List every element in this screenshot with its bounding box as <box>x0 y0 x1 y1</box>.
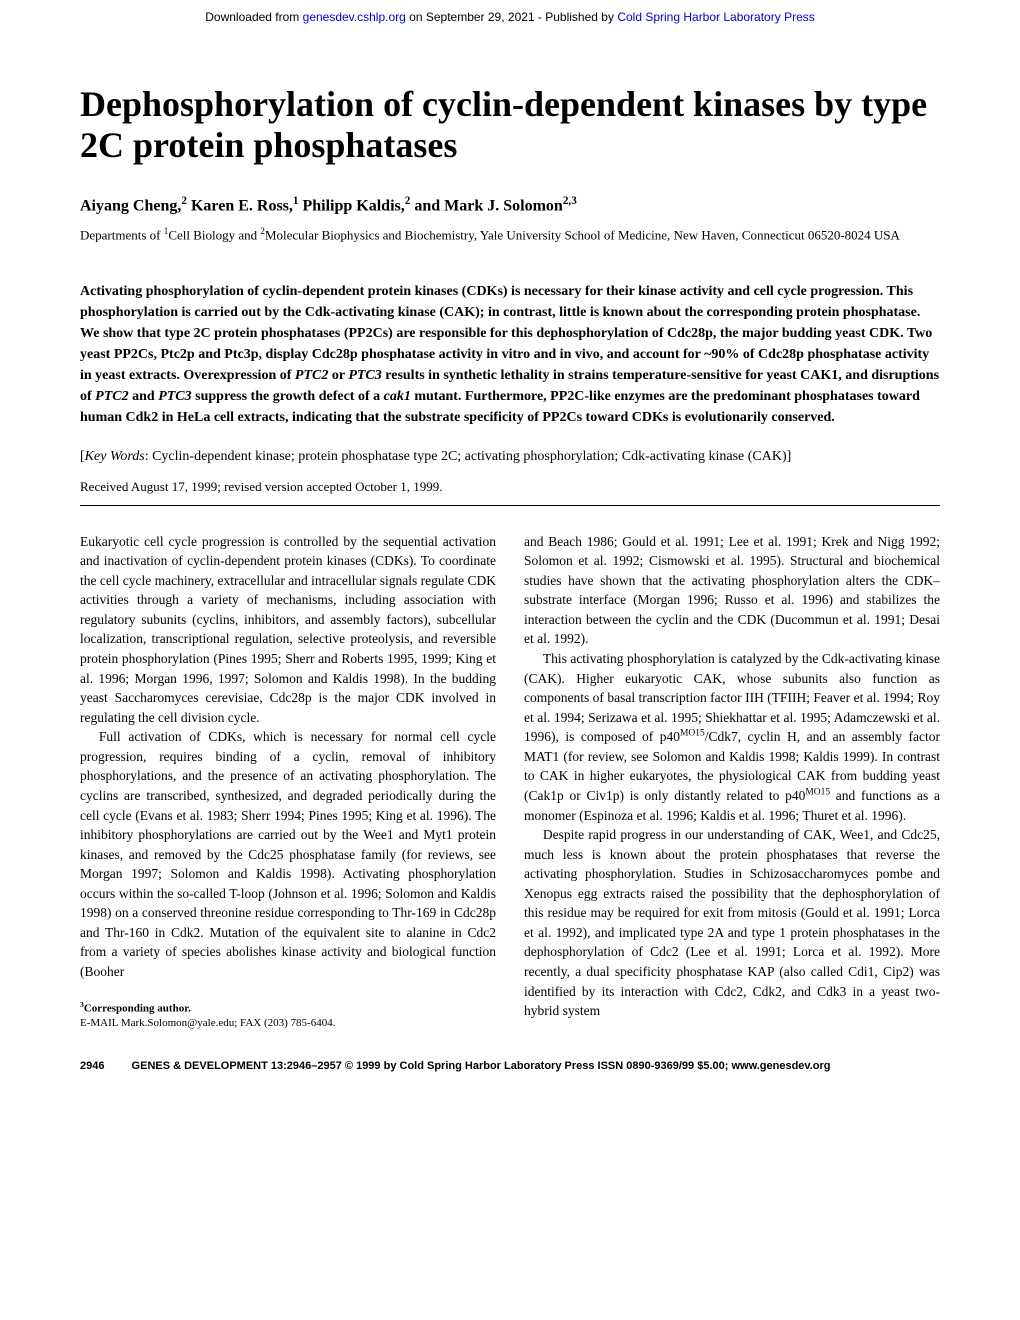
banner-link-cshlp[interactable]: Cold Spring Harbor Laboratory Press <box>617 10 814 24</box>
body-paragraph: This activating phosphorylation is catal… <box>524 649 940 825</box>
keywords-text: : Cyclin-dependent kinase; protein phosp… <box>145 449 792 464</box>
body-paragraph: Full activation of CDKs, which is necess… <box>80 727 496 981</box>
affiliations: Departments of 1Cell Biology and 2Molecu… <box>80 225 940 245</box>
page-number: 2946 <box>80 1060 104 1072</box>
banner-link-genesdev[interactable]: genesdev.cshlp.org <box>303 10 406 24</box>
footer-text: GENES & DEVELOPMENT 13:2946–2957 © 1999 … <box>132 1060 831 1072</box>
keywords-label: Key Words <box>85 449 145 464</box>
corresponding-label: Corresponding author. <box>84 1002 191 1014</box>
body-text: Eukaryotic cell cycle progression is con… <box>80 532 940 1030</box>
divider <box>80 505 940 506</box>
page-footer: 2946 GENES & DEVELOPMENT 13:2946–2957 © … <box>80 1030 940 1092</box>
body-paragraph: Eukaryotic cell cycle progression is con… <box>80 532 496 728</box>
download-banner: Downloaded from genesdev.cshlp.org on Se… <box>80 0 940 54</box>
corresponding-author: 3Corresponding author. E-MAIL Mark.Solom… <box>80 1000 496 1030</box>
abstract: Activating phosphorylation of cyclin-dep… <box>80 281 940 428</box>
paper-title: Dephosphorylation of cyclin-dependent ki… <box>80 84 940 167</box>
body-paragraph: Despite rapid progress in our understand… <box>524 825 940 1021</box>
authors: Aiyang Cheng,2 Karen E. Ross,1 Philipp K… <box>80 195 940 215</box>
corresponding-email: E-MAIL Mark.Solomon@yale.edu; FAX (203) … <box>80 1016 496 1030</box>
received-line: Received August 17, 1999; revised versio… <box>80 479 940 495</box>
keywords: [Key Words: Cyclin-dependent kinase; pro… <box>80 446 940 467</box>
body-paragraph: and Beach 1986; Gould et al. 1991; Lee e… <box>524 532 940 649</box>
banner-middle: on September 29, 2021 - Published by <box>406 10 617 24</box>
banner-prefix: Downloaded from <box>205 10 302 24</box>
